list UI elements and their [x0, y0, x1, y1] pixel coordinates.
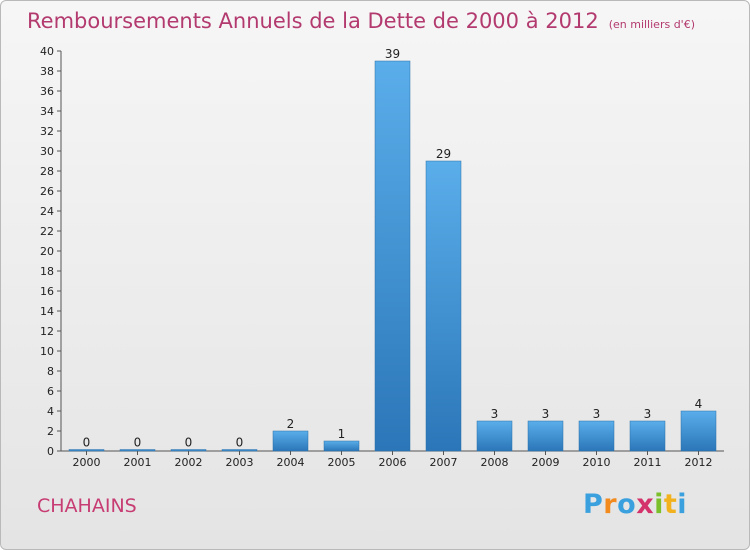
title-text: Remboursements Annuels de la Dette de 20…: [27, 9, 599, 33]
bar: [272, 430, 309, 452]
bar-value-label: 3: [491, 407, 499, 421]
x-tick-label: 2011: [634, 456, 662, 469]
logo-letter: r: [603, 489, 618, 520]
bar: [425, 160, 462, 452]
x-tick-label: 2007: [430, 456, 458, 469]
bar-value-label: 2: [287, 417, 295, 431]
logo-letter: i: [654, 489, 664, 520]
y-tick-label: 22: [40, 225, 54, 238]
bar-value-label: 3: [593, 407, 601, 421]
proxiti-logo: Proxiti: [583, 489, 687, 520]
bar: [476, 420, 513, 452]
y-tick-label: 18: [40, 265, 54, 278]
y-tick-label: 0: [47, 445, 54, 458]
bar: [527, 420, 564, 452]
y-tick-label: 4: [47, 405, 54, 418]
y-tick-label: 26: [40, 185, 54, 198]
bar-value-label: 29: [436, 147, 451, 161]
bar-value-label: 0: [185, 436, 193, 450]
logo-letter: x: [636, 489, 655, 520]
bar: [323, 440, 360, 452]
x-tick-label: 2004: [277, 456, 305, 469]
y-tick-label: 36: [40, 85, 54, 98]
y-tick-label: 30: [40, 145, 54, 158]
x-tick-label: 2005: [328, 456, 356, 469]
logo-letter: t: [663, 489, 678, 520]
bar: [374, 60, 411, 452]
bar-value-label: 3: [542, 407, 550, 421]
chart-title: Remboursements Annuels de la Dette de 20…: [27, 9, 695, 33]
bar-value-label: 39: [385, 47, 400, 61]
y-tick-label: 34: [40, 105, 54, 118]
y-tick-label: 40: [40, 45, 54, 58]
x-tick-label: 2002: [175, 456, 203, 469]
bar: [578, 420, 615, 452]
x-tick-label: 2009: [532, 456, 560, 469]
x-tick-label: 2008: [481, 456, 509, 469]
commune-name: CHAHAINS: [37, 495, 137, 517]
x-tick-label: 2003: [226, 456, 254, 469]
y-tick-label: 38: [40, 65, 54, 78]
bar: [170, 449, 207, 452]
bar: [119, 449, 156, 452]
y-tick-label: 24: [40, 205, 54, 218]
y-tick-label: 10: [40, 345, 54, 358]
y-tick-label: 28: [40, 165, 54, 178]
y-tick-label: 20: [40, 245, 54, 258]
bar-value-label: 0: [83, 436, 91, 450]
title-unit: (en milliers d'€): [608, 18, 695, 31]
bar-value-label: 0: [236, 436, 244, 450]
logo-letter: P: [583, 489, 604, 520]
logo-letter: o: [617, 489, 637, 520]
x-tick-label: 2012: [685, 456, 713, 469]
bar-value-label: 3: [644, 407, 652, 421]
bar: [68, 449, 105, 452]
logo-letter: i: [677, 489, 688, 520]
x-tick-label: 2006: [379, 456, 407, 469]
bar-value-label: 0: [134, 436, 142, 450]
y-tick-label: 2: [47, 425, 54, 438]
x-tick-label: 2000: [73, 456, 101, 469]
bar: [221, 449, 258, 452]
y-tick-label: 8: [47, 365, 54, 378]
bar-value-label: 1: [338, 427, 346, 441]
bar: [680, 410, 717, 452]
y-tick-label: 14: [40, 305, 54, 318]
y-tick-label: 16: [40, 285, 54, 298]
bar: [629, 420, 666, 452]
x-tick-label: 2001: [124, 456, 152, 469]
x-tick-label: 2010: [583, 456, 611, 469]
y-tick-label: 6: [47, 385, 54, 398]
bar-value-label: 4: [695, 397, 703, 411]
y-tick-label: 12: [40, 325, 54, 338]
y-tick-label: 32: [40, 125, 54, 138]
